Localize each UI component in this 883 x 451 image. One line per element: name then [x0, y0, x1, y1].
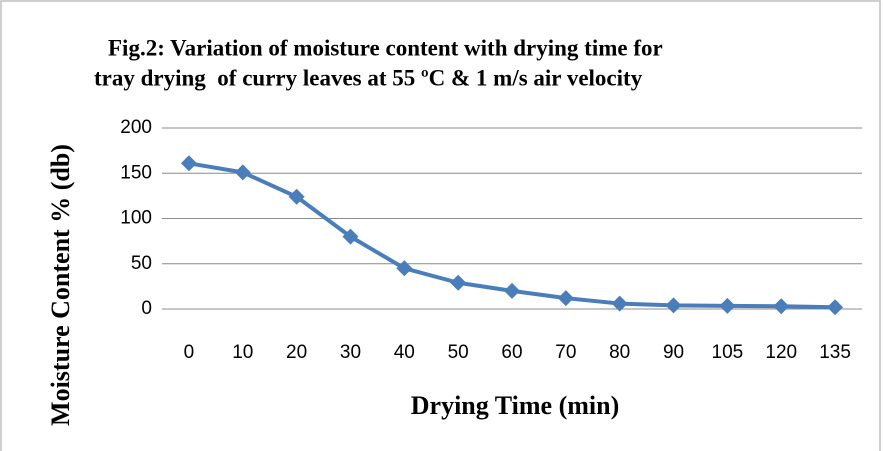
x-axis-title: Drying Time (min) — [411, 391, 619, 420]
x-tick-label: 0 — [184, 342, 195, 363]
data-point — [719, 297, 736, 314]
x-tick-label: 30 — [340, 342, 361, 363]
data-point — [665, 297, 682, 314]
x-tick-label: 105 — [712, 342, 744, 363]
data-point — [504, 282, 520, 299]
data-point — [557, 290, 574, 307]
x-tick-label: 70 — [555, 342, 576, 363]
x-tick-label: 135 — [819, 342, 851, 363]
y-axis-title: Moisture Content % (db) — [46, 144, 75, 426]
y-tick-label: 200 — [120, 117, 152, 138]
x-tick-label: 90 — [663, 342, 684, 363]
y-tick-label: 150 — [120, 162, 152, 183]
data-point — [180, 155, 197, 172]
data-point — [827, 299, 844, 316]
chart-title: tray drying of curry leaves at 55 ºC & 1… — [94, 65, 643, 90]
data-point — [396, 260, 413, 277]
data-point — [288, 188, 305, 205]
y-tick-label: 100 — [120, 208, 152, 229]
x-tick-label: 80 — [609, 342, 630, 363]
chart-title: Fig.2: Variation of moisture content wit… — [108, 35, 663, 60]
x-tick-label: 120 — [765, 342, 797, 363]
data-point — [342, 228, 359, 245]
x-tick-label: 10 — [232, 342, 253, 363]
data-point — [450, 274, 467, 291]
x-tick-label: 20 — [286, 342, 307, 363]
data-point — [234, 164, 251, 181]
data-point — [773, 298, 790, 315]
x-tick-label: 40 — [394, 342, 415, 363]
x-tick-label: 60 — [501, 342, 522, 363]
x-tick-label: 50 — [448, 342, 469, 363]
data-point — [611, 295, 628, 312]
y-tick-label: 50 — [131, 253, 152, 274]
y-tick-label: 0 — [141, 298, 152, 319]
